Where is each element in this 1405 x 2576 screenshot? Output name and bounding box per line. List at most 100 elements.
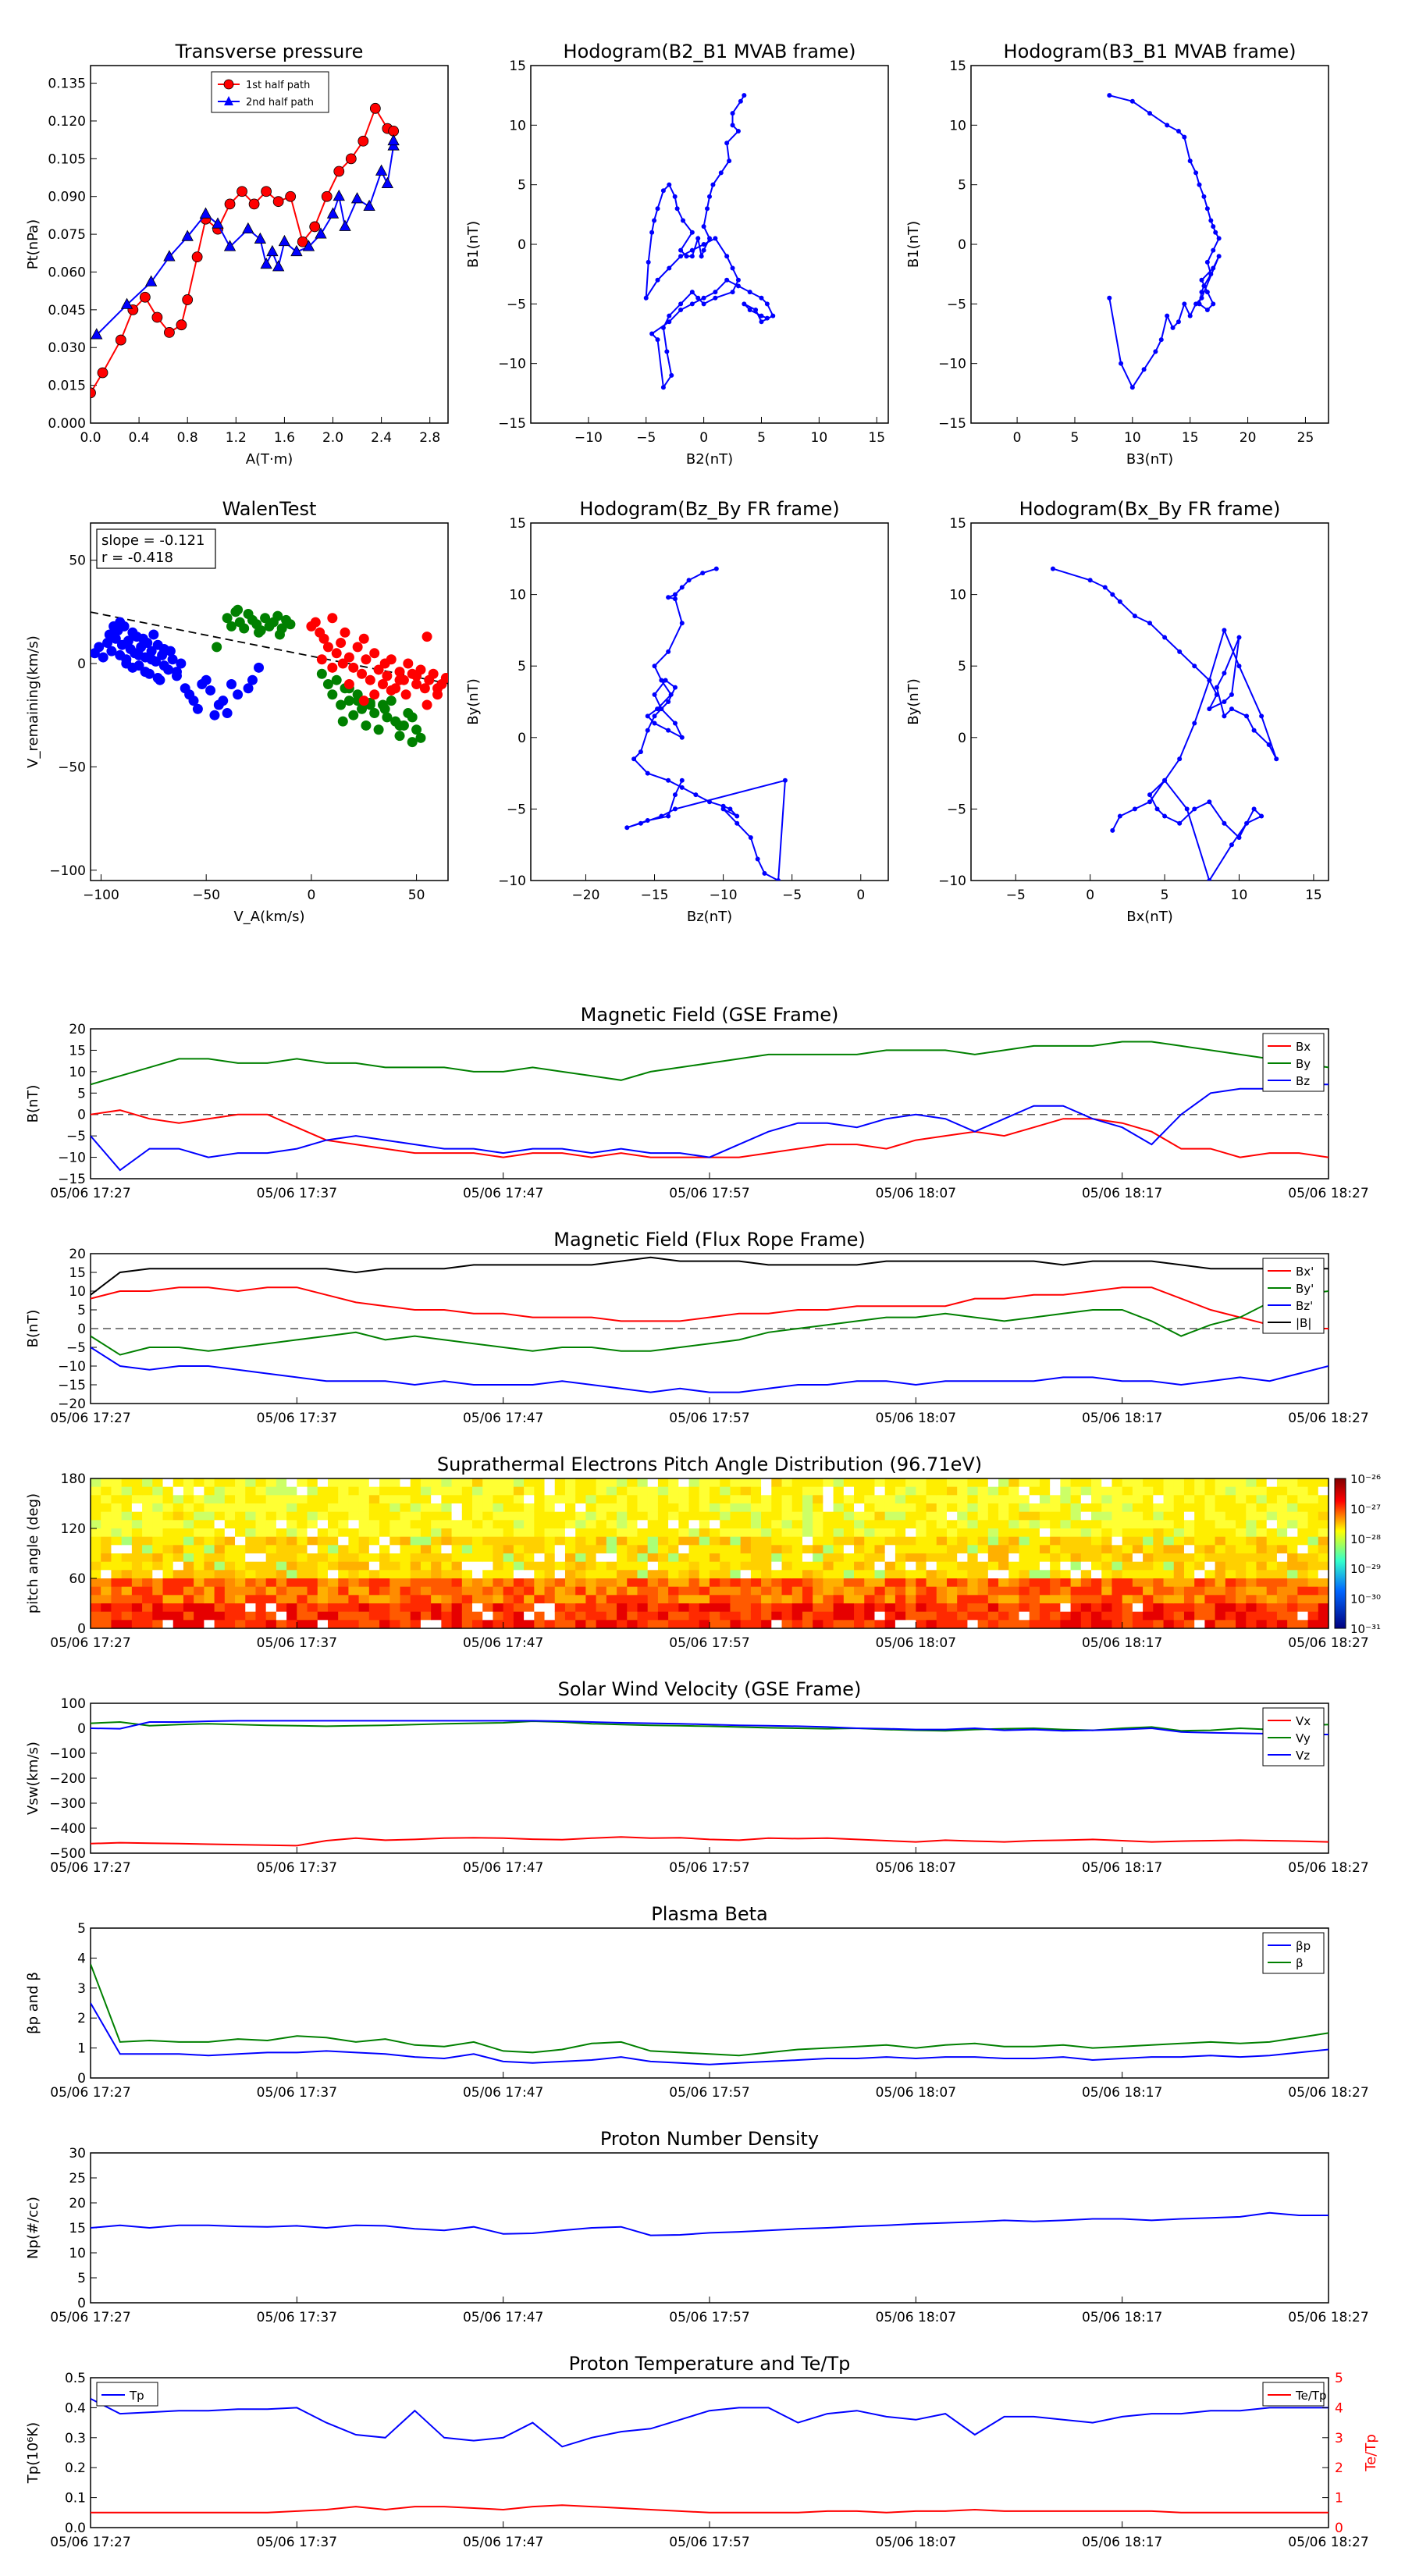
heatmap-cell xyxy=(265,1586,277,1596)
heatmap-cell xyxy=(1060,1536,1072,1546)
heatmap-cell xyxy=(513,1486,525,1496)
heatmap-cell xyxy=(183,1578,194,1588)
heatmap-cell xyxy=(1091,1486,1102,1496)
heatmap-cell xyxy=(1091,1545,1102,1554)
heatmap-cell xyxy=(255,1503,267,1513)
heatmap-cell xyxy=(874,1603,886,1613)
heatmap-cell xyxy=(998,1520,1009,1529)
heatmap-cell xyxy=(173,1611,184,1621)
heatmap-cell xyxy=(255,1595,267,1604)
heatmap-cell xyxy=(1318,1478,1329,1488)
hodo-bx-by-point xyxy=(1222,699,1227,704)
heatmap-cell xyxy=(802,1595,813,1604)
heatmap-cell xyxy=(420,1528,432,1538)
heatmap-cell xyxy=(1091,1520,1102,1529)
heatmap-cell xyxy=(647,1486,659,1496)
heatmap-cell xyxy=(1246,1528,1257,1538)
heatmap-cell xyxy=(389,1570,400,1579)
heatmap-cell xyxy=(1297,1611,1309,1621)
heatmap-cell xyxy=(823,1478,834,1488)
heatmap-cell xyxy=(235,1570,246,1579)
heatmap-cell xyxy=(750,1611,762,1621)
hodo-bx-by-point xyxy=(1132,614,1137,619)
heatmap-cell xyxy=(327,1486,339,1496)
proton-density-title: Proton Number Density xyxy=(600,2128,819,2150)
heatmap-cell xyxy=(286,1495,297,1504)
heatmap-cell xyxy=(761,1578,772,1588)
walen-point xyxy=(411,671,422,681)
heatmap-cell xyxy=(1132,1503,1144,1513)
heatmap-cell xyxy=(503,1528,514,1538)
heatmap-cell xyxy=(194,1545,205,1554)
heatmap-cell xyxy=(977,1603,989,1613)
heatmap-cell xyxy=(843,1553,855,1563)
heatmap-cell xyxy=(214,1520,226,1529)
heatmap-cell xyxy=(482,1603,493,1613)
heatmap-cell xyxy=(668,1520,679,1529)
proton-density-plot xyxy=(91,2211,1329,2236)
heatmap-cell xyxy=(833,1528,845,1538)
heatmap-cell xyxy=(493,1561,504,1571)
heatmap-cell xyxy=(1029,1528,1040,1538)
heatmap-cell xyxy=(1246,1503,1257,1513)
heatmap-cell xyxy=(338,1570,349,1579)
heatmap-cell xyxy=(173,1545,184,1554)
heatmap-cell xyxy=(1112,1478,1123,1488)
hodo-b2-b1-point xyxy=(681,218,686,223)
heatmap-cell xyxy=(926,1520,937,1529)
heatmap-cell xyxy=(1080,1603,1092,1613)
heatmap-cell xyxy=(1080,1570,1092,1579)
heatmap-cell xyxy=(564,1495,576,1504)
hodo-bz-by-point xyxy=(659,706,664,712)
heatmap-cell xyxy=(771,1620,783,1629)
heatmap-cell xyxy=(461,1503,473,1513)
heatmap-cell xyxy=(410,1553,422,1563)
proton-density-time-tick-label: 05/06 17:27 xyxy=(50,2310,130,2325)
heatmap-cell xyxy=(802,1486,813,1496)
heatmap-cell xyxy=(678,1561,690,1571)
heatmap-cell xyxy=(1112,1611,1123,1621)
heatmap-cell xyxy=(854,1503,865,1513)
walen-point xyxy=(373,724,384,735)
heatmap-cell xyxy=(327,1528,339,1538)
heatmap-cell xyxy=(1225,1586,1236,1596)
heatmap-cell xyxy=(946,1570,958,1579)
heatmap-cell xyxy=(368,1545,380,1554)
heatmap-cell xyxy=(307,1620,318,1629)
heatmap-cell xyxy=(431,1536,442,1546)
hodo-b3-b1-point xyxy=(1216,254,1222,259)
heatmap-cell xyxy=(750,1536,762,1546)
heatmap-cell xyxy=(668,1478,679,1488)
hodo-b3-b1-point xyxy=(1107,295,1112,301)
heatmap-cell xyxy=(1236,1478,1247,1488)
heatmap-cell xyxy=(1091,1561,1102,1571)
heatmap-cell xyxy=(183,1553,194,1563)
heatmap-cell xyxy=(740,1478,752,1488)
heatmap-cell xyxy=(657,1620,669,1629)
walen-point xyxy=(106,646,117,656)
heatmap-cell xyxy=(710,1578,720,1588)
heatmap-cell xyxy=(761,1553,772,1563)
heatmap-cell xyxy=(688,1486,700,1496)
hodo-bx-by-xtick-label: 10 xyxy=(1231,888,1248,903)
transverse-pressure-point xyxy=(290,244,303,257)
heatmap-cell xyxy=(895,1478,906,1488)
heatmap-cell xyxy=(461,1511,473,1521)
heatmap-cell xyxy=(276,1586,287,1596)
hodo-b2-b1-point xyxy=(747,290,752,295)
heatmap-cell xyxy=(286,1603,297,1613)
heatmap-cell xyxy=(657,1553,669,1563)
mag-fr-series--b- xyxy=(91,1256,1329,1296)
heatmap-cell xyxy=(916,1603,927,1613)
heatmap-cell xyxy=(348,1586,360,1596)
heatmap-cell xyxy=(730,1503,742,1513)
heatmap-cell xyxy=(1246,1478,1257,1488)
heatmap-cell xyxy=(111,1586,123,1596)
sw-velocity-ytick-label: 100 xyxy=(61,1696,86,1712)
heatmap-cell xyxy=(265,1478,277,1488)
heatmap-cell xyxy=(173,1595,184,1604)
hodo-bz-by-xtick-label: −5 xyxy=(782,888,802,903)
heatmap-cell xyxy=(905,1495,916,1504)
heatmap-cell xyxy=(564,1578,576,1588)
heatmap-cell xyxy=(668,1545,679,1554)
